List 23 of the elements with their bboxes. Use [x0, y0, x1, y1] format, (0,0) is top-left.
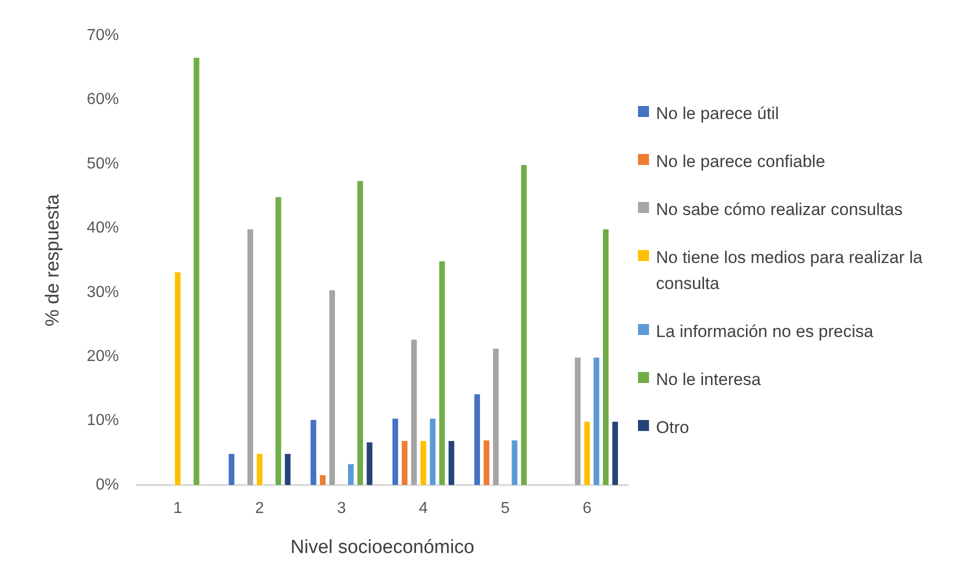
x-axis-title: Nivel socioeconómico — [290, 536, 474, 558]
legend-label: Otro — [656, 416, 690, 438]
y-tick-label: 30% — [86, 284, 119, 301]
y-tick-label: 50% — [86, 155, 119, 172]
x-tick-label: 6 — [582, 500, 592, 518]
y-tick-label: 0% — [96, 476, 119, 494]
y-tick-label: 70% — [86, 27, 119, 44]
y-tick-label: 20% — [86, 348, 119, 366]
x-tick-label: 5 — [500, 500, 510, 518]
x-tick-label: 4 — [418, 500, 428, 518]
y-tick-label: 10% — [86, 412, 119, 430]
x-tick-label: 3 — [337, 500, 346, 518]
y-tick-label: 60% — [86, 91, 119, 108]
legend-label: No sabe cómo realizar consultas — [656, 198, 903, 220]
y-tick-label: 40% — [86, 220, 119, 237]
legend-label: No tiene los medios para realizar la consulta — [656, 246, 924, 294]
legend-label: No le parece confiable — [656, 150, 826, 172]
x-tick-label: 1 — [173, 500, 182, 518]
legend-label: No le interesa — [656, 368, 761, 390]
legend-label: No le parece útil — [656, 102, 779, 124]
x-tick-label: 2 — [255, 500, 264, 518]
legend-label: La información no es precisa — [656, 320, 874, 342]
y-axis-title: % de respuesta — [42, 194, 64, 326]
